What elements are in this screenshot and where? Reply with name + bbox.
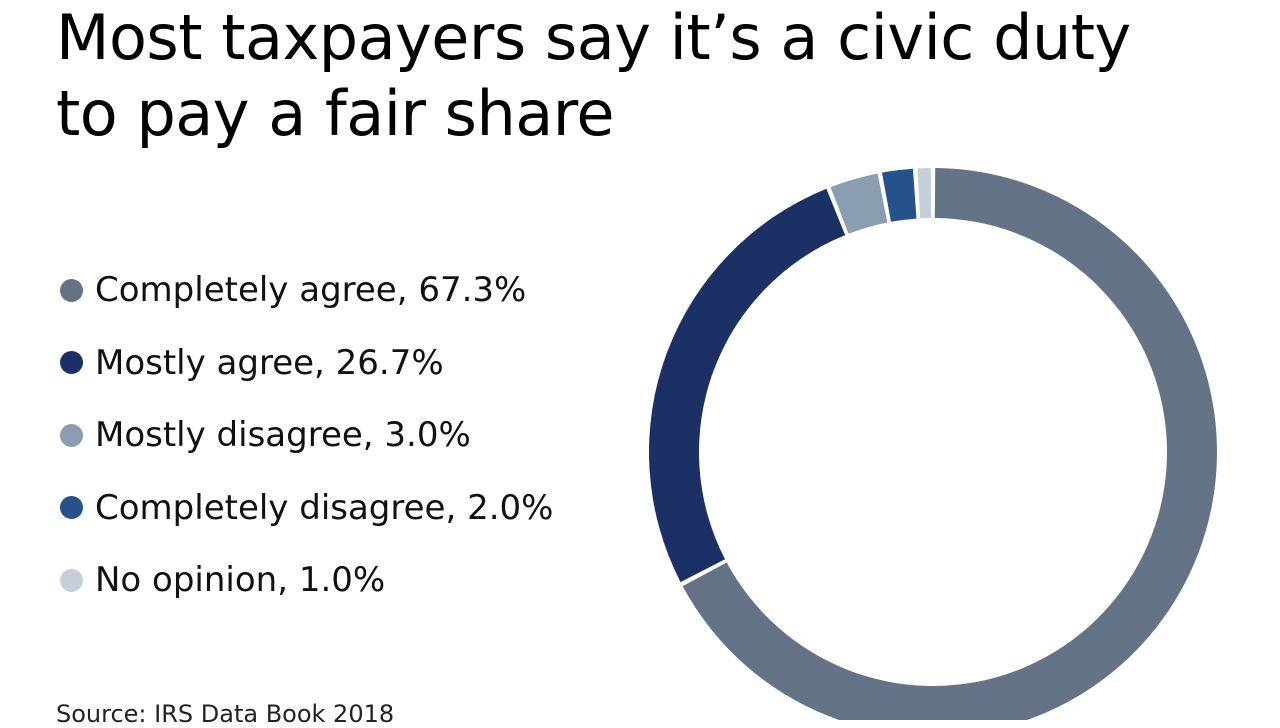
legend-swatch-icon bbox=[60, 278, 83, 302]
legend-item-mostly-disagree: Mostly disagree, 3.0% bbox=[60, 399, 553, 472]
donut-slice-mostly-agree bbox=[648, 188, 846, 583]
donut-slice-completely-disagree bbox=[881, 168, 917, 222]
legend-item-completely-agree: Completely agree, 67.3% bbox=[60, 254, 553, 327]
donut-slice-mostly-disagree bbox=[830, 173, 888, 234]
legend-swatch-icon bbox=[60, 351, 83, 375]
chart-title: Most taxpayers say it’s a civic duty to … bbox=[56, 1, 1131, 150]
legend-label: No opinion, 1.0% bbox=[95, 560, 386, 601]
legend-item-mostly-agree: Mostly agree, 26.7% bbox=[60, 327, 553, 400]
legend-label: Mostly disagree, 3.0% bbox=[95, 415, 471, 456]
legend-swatch-icon bbox=[60, 568, 83, 592]
legend-label: Mostly agree, 26.7% bbox=[95, 342, 444, 383]
chart-legend: Completely agree, 67.3% Mostly agree, 26… bbox=[60, 254, 553, 617]
legend-swatch-icon bbox=[60, 496, 83, 520]
donut-slices bbox=[648, 168, 1217, 720]
legend-item-no-opinion: No opinion, 1.0% bbox=[60, 544, 553, 617]
legend-swatch-icon bbox=[60, 423, 83, 447]
legend-label: Completely agree, 67.3% bbox=[95, 270, 527, 311]
legend-label: Completely disagree, 2.0% bbox=[95, 487, 554, 528]
source-note: Source: IRS Data Book 2018 bbox=[56, 700, 395, 728]
donut-slice-no-opinion bbox=[917, 168, 932, 219]
legend-item-completely-disagree: Completely disagree, 2.0% bbox=[60, 472, 553, 545]
